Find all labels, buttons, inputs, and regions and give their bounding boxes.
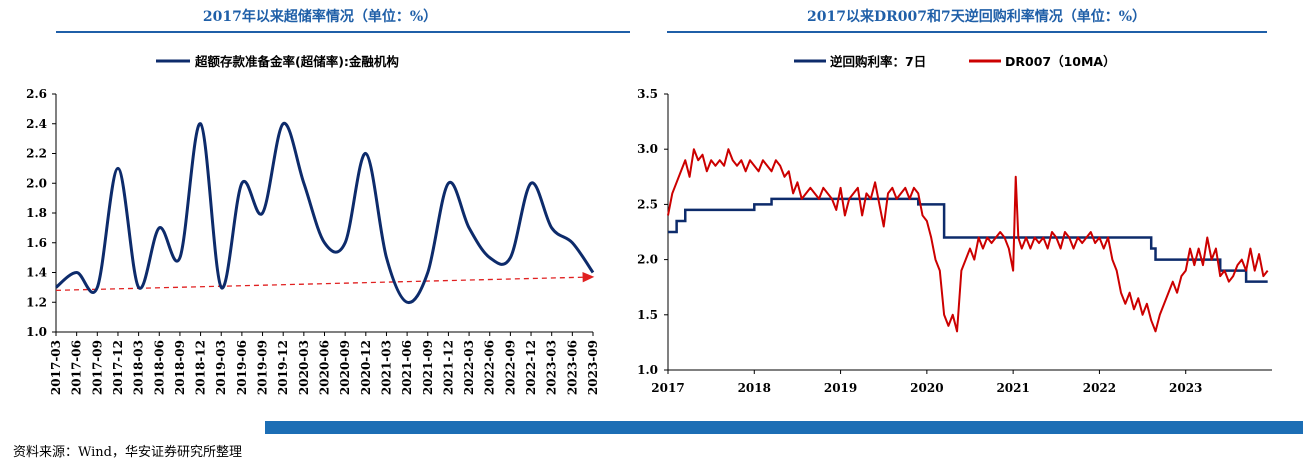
right-title-underline	[667, 31, 1267, 33]
right-x-tick-label: 2021	[996, 381, 1029, 395]
left-y-tick-label: 1.2	[26, 295, 47, 309]
left-x-tick-label: 2022-06	[483, 340, 497, 395]
left-chart-title: 2017年以来超储率情况（单位：%）	[202, 9, 438, 25]
right-y-tick-label: 1.0	[637, 363, 658, 377]
right-y-tick-label: 3.0	[637, 142, 658, 156]
right-x-tick-label: 2023	[1169, 381, 1202, 395]
left-x-tick-label: 2022-09	[503, 340, 517, 395]
left-y-tick-label: 2.4	[26, 117, 47, 131]
right-chart: 1.0 1.5 2.0 2.5 3.0 3.5 2017 2018 2019 2020 2021 20…	[637, 54, 1272, 395]
left-x-tick-label: 2019-06	[235, 340, 249, 395]
right-x-tick-label: 2019	[824, 381, 857, 395]
left-y-tick-label: 1.6	[26, 236, 47, 250]
left-y-tick-label: 2.6	[26, 87, 47, 101]
left-x-tick-label: 2019-09	[256, 340, 270, 395]
left-y-tick-label: 1.0	[26, 325, 47, 339]
left-x-tick-label: 2021-09	[421, 340, 435, 395]
left-y-tick-label: 2.0	[26, 176, 47, 190]
left-x-tick-label: 2018-03	[132, 340, 146, 395]
right-x-tick-label: 2022	[1083, 381, 1116, 395]
left-x-tick-label: 2023-03	[545, 340, 559, 395]
right-y-tick-label: 2.5	[637, 197, 658, 211]
left-x-tick-label: 2018-12	[194, 340, 208, 395]
left-x-tick-label: 2017-12	[111, 340, 125, 395]
left-x-tick-label: 2023-06	[565, 340, 579, 395]
right-chart-title: 2017以来DR007和7天逆回购利率情况（单位：%）	[806, 9, 1146, 25]
left-x-tick-label: 2021-12	[441, 340, 455, 395]
left-y-tick-label: 1.4	[26, 266, 47, 280]
reserve-ratio-series-line	[55, 122, 595, 304]
left-chart: 1.0 1.2 1.4 1.6 1.8 2.0 2.2 2.4 2.6 2017-03 2017-0…	[26, 54, 600, 395]
left-x-tick-label: 2018-06	[152, 340, 166, 395]
left-x-tick-label: 2019-03	[214, 340, 228, 395]
left-x-tick-label: 2020-06	[318, 340, 332, 395]
right-y-tick-label: 2.0	[637, 253, 658, 267]
left-x-tick-label: 2020-09	[338, 340, 352, 395]
left-x-tick-label: 2018-09	[173, 340, 187, 395]
right-legend-label-dr007: DR007（10MA）	[1005, 54, 1116, 69]
left-x-tick-label: 2017-09	[90, 340, 104, 395]
left-y-tick-label: 2.2	[26, 147, 47, 161]
left-x-tick-label: 2022-12	[524, 340, 538, 395]
left-x-tick-label: 2017-06	[70, 340, 84, 395]
left-x-tick-label: 2020-03	[297, 340, 311, 395]
reverse-repo-series-line	[668, 197, 1268, 283]
left-y-tick-label: 1.8	[26, 206, 47, 220]
left-x-tick-label: 2020-12	[359, 340, 373, 395]
left-x-tick-label: 2021-03	[379, 340, 393, 395]
right-x-tick-label: 2017	[651, 381, 684, 395]
left-x-tick-label: 2021-06	[400, 340, 414, 395]
left-x-tick-label: 2019-12	[276, 340, 290, 395]
dr007-series-line	[667, 148, 1269, 333]
left-title-underline	[56, 31, 630, 33]
right-y-tick-label: 3.5	[637, 87, 658, 101]
left-x-tick-label: 2023-09	[586, 340, 600, 395]
left-x-tick-label: 2022-03	[462, 340, 476, 395]
footer-bar	[265, 421, 1303, 434]
source-note: 资料来源：Wind，华安证券研究所整理	[13, 445, 242, 460]
right-x-tick-label: 2018	[738, 381, 771, 395]
left-legend-label: 超额存款准备金率(超储率):金融机构	[194, 54, 399, 69]
right-x-tick-label: 2020	[910, 381, 943, 395]
right-y-tick-label: 1.5	[637, 308, 658, 322]
left-x-tick-label: 2017-03	[49, 340, 63, 395]
right-legend-label-repo: 逆回购利率：7日	[830, 54, 926, 69]
